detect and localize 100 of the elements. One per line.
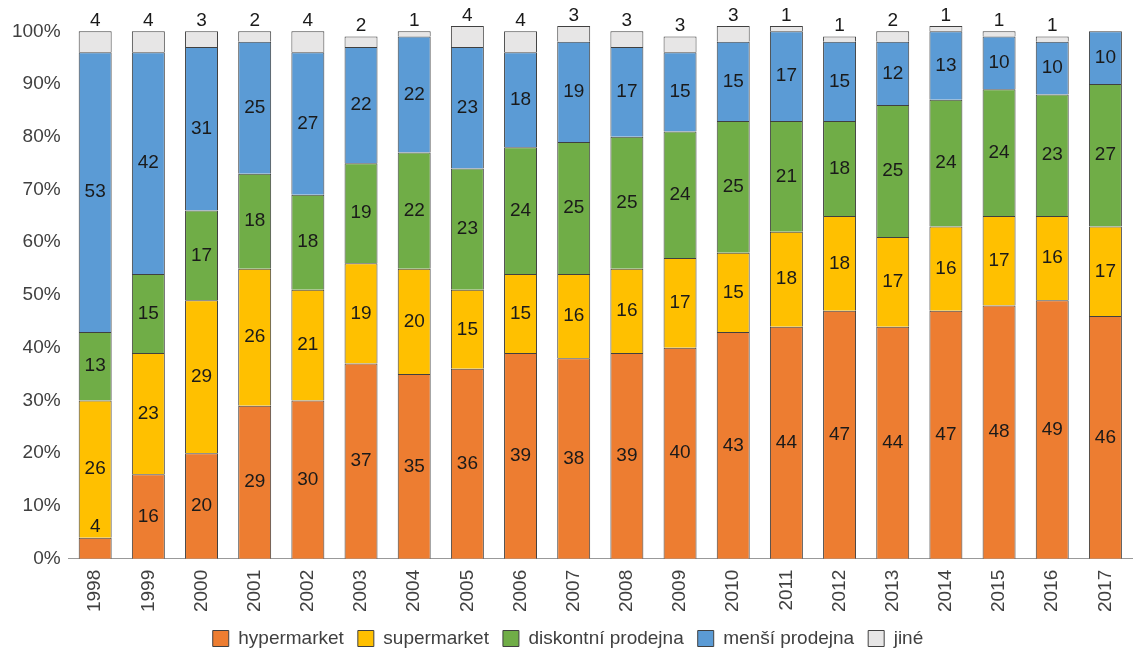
data-label: 30 bbox=[297, 467, 319, 489]
data-label: 17 bbox=[882, 270, 904, 292]
data-label: 1 bbox=[940, 3, 952, 25]
y-tick-label: 50% bbox=[22, 283, 61, 305]
data-label: 48 bbox=[988, 420, 1010, 442]
data-label: 29 bbox=[244, 470, 266, 492]
data-label: 27 bbox=[1094, 143, 1116, 165]
data-label: 10 bbox=[988, 51, 1010, 73]
data-label: 35 bbox=[403, 454, 425, 476]
y-tick-label: 40% bbox=[22, 335, 61, 357]
data-label: 18 bbox=[244, 209, 266, 231]
data-label: 1 bbox=[993, 9, 1005, 31]
x-tick-label: 2005 bbox=[455, 569, 477, 613]
data-label: 26 bbox=[244, 325, 266, 347]
data-label: 4 bbox=[143, 9, 155, 31]
data-label: 20 bbox=[403, 309, 425, 331]
y-tick-label: 0% bbox=[33, 546, 61, 568]
x-tick-label: 2008 bbox=[615, 569, 637, 613]
y-tick-label: 90% bbox=[22, 72, 61, 94]
x-tick-label: 2016 bbox=[1040, 569, 1062, 613]
data-label: 3 bbox=[568, 3, 579, 25]
data-label: 3 bbox=[621, 9, 633, 31]
data-label: 2 bbox=[249, 9, 260, 31]
data-label: 23 bbox=[1041, 143, 1063, 165]
data-label: 10 bbox=[1041, 56, 1063, 78]
x-tick-label: 2000 bbox=[189, 569, 211, 613]
data-label: 4 bbox=[89, 9, 101, 31]
data-label: 22 bbox=[403, 82, 425, 104]
legend-label: diskontní prodejna bbox=[528, 626, 685, 648]
data-label: 22 bbox=[350, 93, 372, 115]
data-label: 18 bbox=[828, 251, 851, 273]
x-tick-label: 2002 bbox=[296, 569, 318, 613]
y-tick-label: 20% bbox=[22, 441, 61, 463]
data-label: 21 bbox=[297, 333, 319, 355]
data-label: 49 bbox=[1041, 417, 1063, 439]
data-label: 43 bbox=[722, 433, 744, 455]
data-label: 39 bbox=[616, 444, 638, 466]
data-label: 18 bbox=[828, 156, 851, 178]
data-label: 12 bbox=[882, 61, 904, 83]
x-tick-label: 2014 bbox=[934, 569, 956, 613]
x-tick-label: 2011 bbox=[774, 569, 796, 611]
x-tick-label: 2001 bbox=[242, 569, 264, 613]
y-tick-label: 30% bbox=[22, 388, 61, 410]
data-label: 22 bbox=[403, 198, 425, 220]
data-label: 42 bbox=[137, 151, 159, 173]
y-tick-label: 70% bbox=[22, 177, 61, 199]
data-label: 19 bbox=[350, 301, 372, 323]
data-label: 16 bbox=[1041, 246, 1063, 268]
data-label: 17 bbox=[775, 64, 797, 86]
data-label: 38 bbox=[563, 446, 585, 468]
data-label: 29 bbox=[190, 364, 213, 386]
x-tick-label: 2003 bbox=[349, 569, 371, 613]
data-label: 15 bbox=[828, 69, 851, 91]
data-label: 3 bbox=[727, 3, 739, 25]
data-label: 23 bbox=[456, 217, 478, 239]
data-label: 18 bbox=[509, 88, 532, 110]
data-label: 17 bbox=[988, 248, 1010, 270]
data-label: 15 bbox=[669, 80, 691, 102]
data-label: 25 bbox=[616, 190, 638, 212]
data-label: 44 bbox=[775, 430, 798, 452]
data-label: 25 bbox=[244, 95, 266, 117]
y-tick-label: 80% bbox=[22, 125, 61, 146]
data-label: 17 bbox=[1094, 259, 1116, 281]
data-label: 24 bbox=[935, 151, 957, 173]
x-tick-label: 2009 bbox=[668, 569, 690, 613]
data-label: 31 bbox=[190, 117, 213, 139]
data-label: 18 bbox=[297, 230, 319, 252]
x-tick-label: 2013 bbox=[880, 569, 902, 613]
data-label: 1 bbox=[408, 9, 420, 31]
data-label: 16 bbox=[137, 504, 159, 526]
data-label: 36 bbox=[456, 452, 478, 474]
data-label: 3 bbox=[674, 14, 686, 36]
data-label: 20 bbox=[190, 494, 213, 516]
data-label: 18 bbox=[775, 267, 797, 289]
data-label: 44 bbox=[882, 430, 904, 452]
x-tick-label: 2015 bbox=[987, 569, 1009, 613]
data-label: 15 bbox=[509, 301, 532, 323]
data-label: 19 bbox=[563, 80, 585, 102]
data-label: 16 bbox=[616, 299, 638, 321]
data-label: 25 bbox=[563, 196, 585, 218]
legend-label: supermarket bbox=[383, 626, 490, 648]
data-label: 46 bbox=[1094, 425, 1116, 447]
data-label: 3 bbox=[196, 9, 207, 31]
data-label: 4 bbox=[89, 515, 101, 537]
data-label: 15 bbox=[137, 301, 159, 323]
data-label: 39 bbox=[509, 444, 532, 466]
data-label: 17 bbox=[190, 243, 213, 265]
data-label: 21 bbox=[775, 164, 797, 186]
x-tick-label: 2004 bbox=[402, 569, 424, 613]
data-label: 40 bbox=[669, 441, 691, 463]
data-label: 2 bbox=[355, 14, 367, 36]
data-label: 1 bbox=[781, 3, 792, 25]
x-tick-label: 2007 bbox=[561, 569, 583, 613]
data-label: 27 bbox=[297, 111, 319, 133]
data-label: 24 bbox=[509, 198, 532, 220]
data-label: 17 bbox=[616, 80, 638, 102]
data-label: 47 bbox=[935, 423, 957, 445]
data-label: 15 bbox=[456, 317, 478, 339]
x-tick-label: 1999 bbox=[136, 569, 158, 613]
data-label: 13 bbox=[84, 354, 106, 376]
